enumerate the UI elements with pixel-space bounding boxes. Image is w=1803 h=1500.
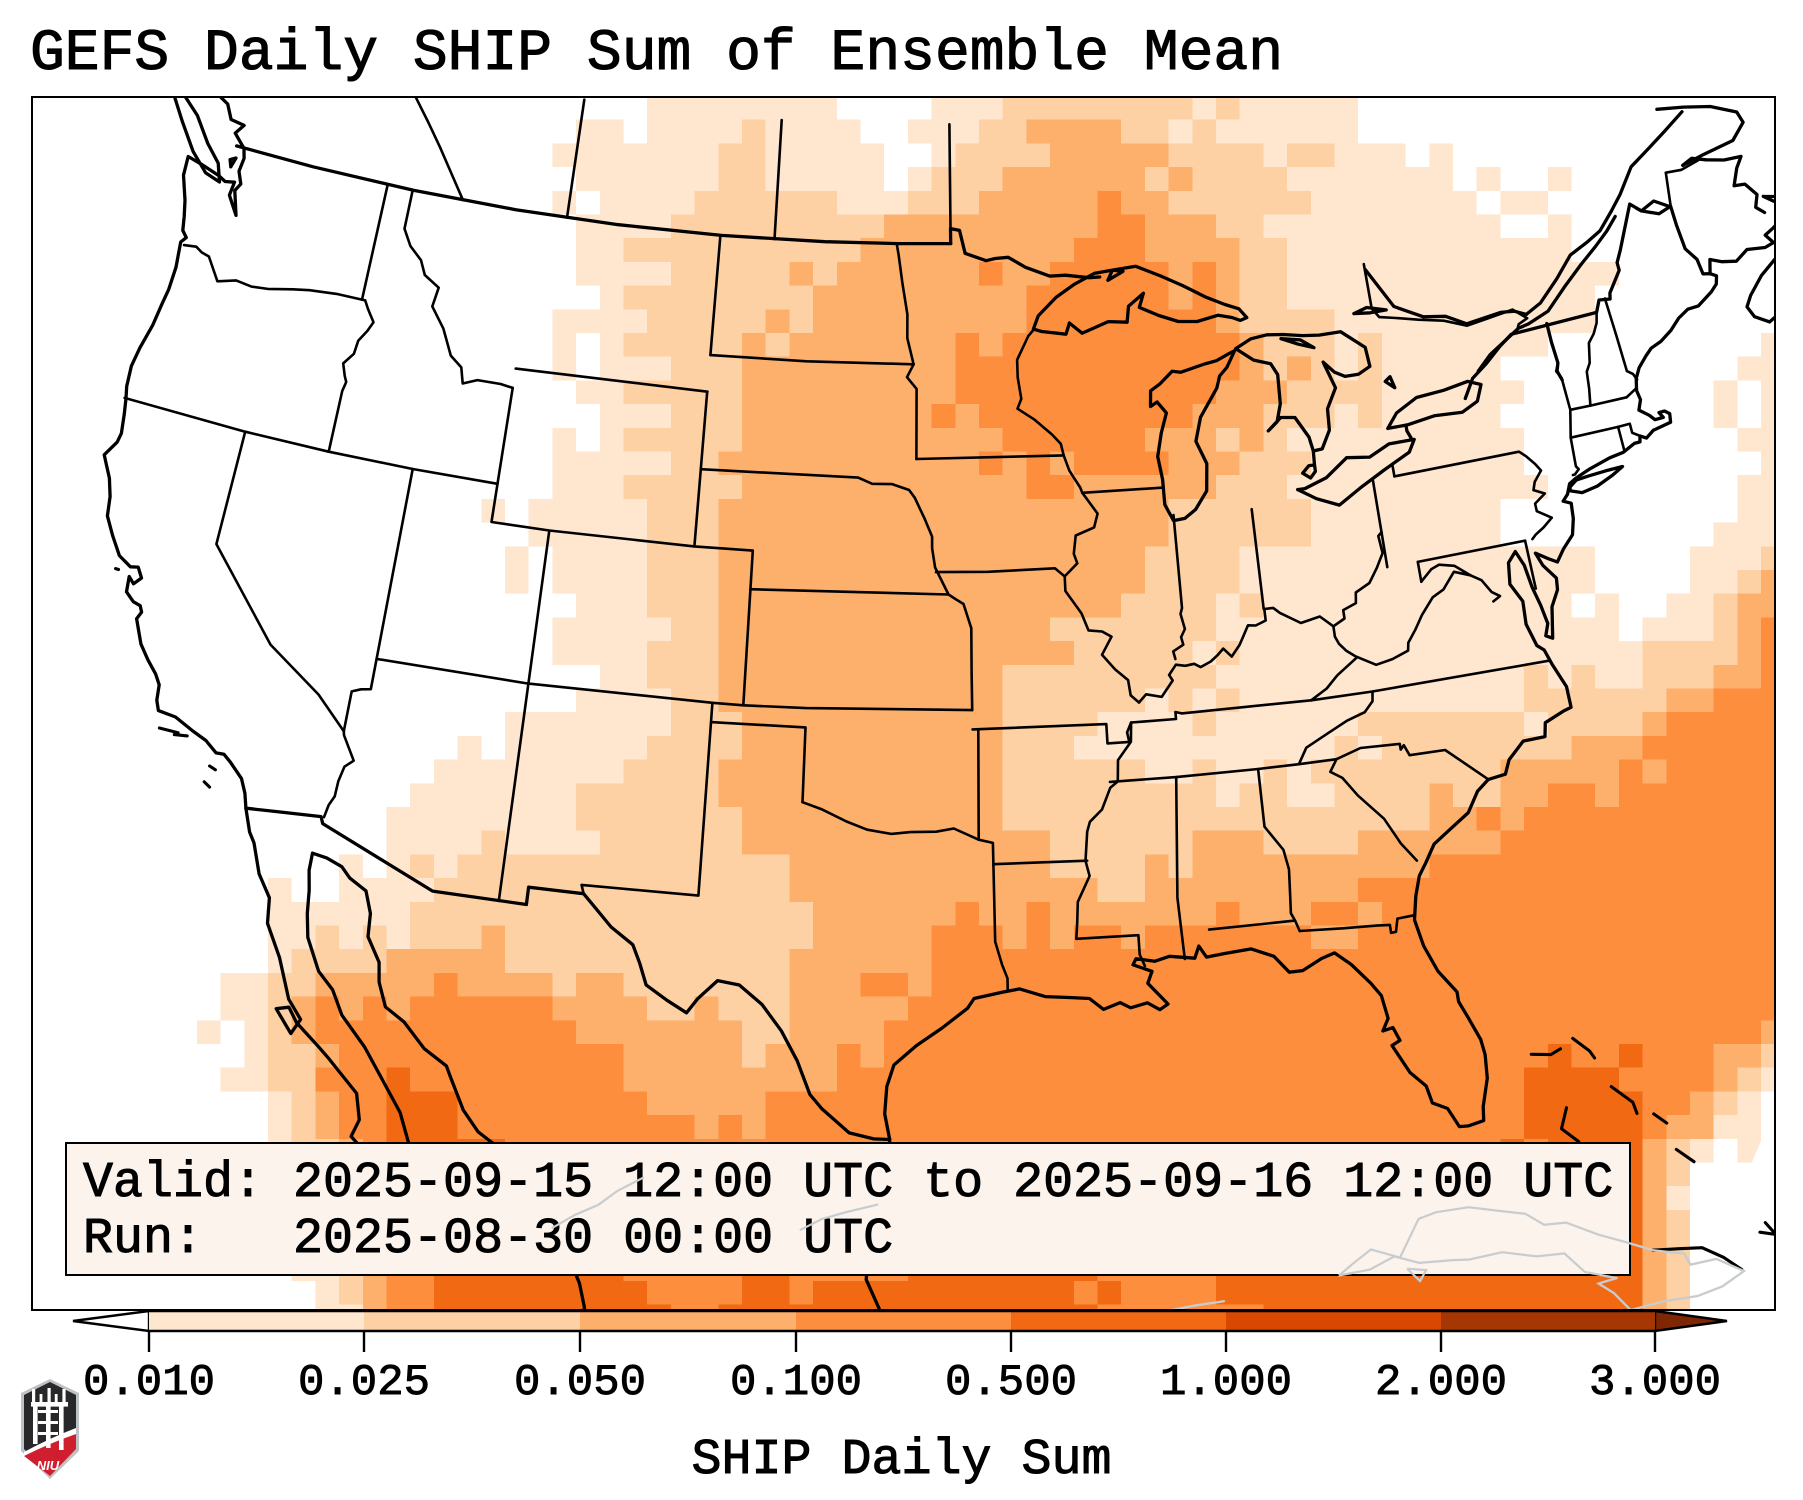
svg-text:NIU: NIU <box>37 1458 60 1473</box>
